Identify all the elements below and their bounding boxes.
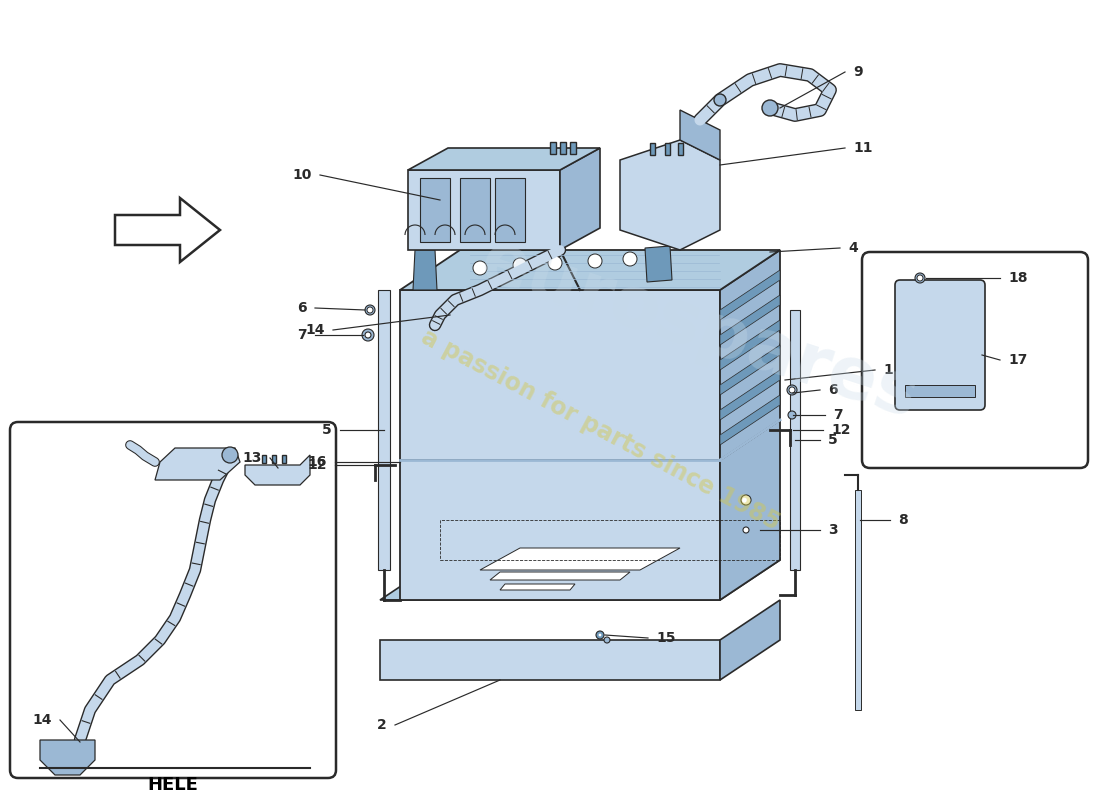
Text: 12: 12 — [308, 458, 327, 472]
Text: 18: 18 — [1008, 271, 1027, 285]
Text: 9: 9 — [852, 65, 862, 79]
Polygon shape — [855, 490, 861, 710]
Polygon shape — [720, 320, 780, 370]
Polygon shape — [379, 560, 780, 600]
Bar — [666, 143, 670, 155]
Text: 6: 6 — [828, 383, 837, 397]
Polygon shape — [500, 584, 575, 590]
Polygon shape — [378, 290, 390, 570]
Polygon shape — [560, 148, 600, 250]
Bar — [678, 143, 683, 155]
Circle shape — [786, 385, 798, 395]
Polygon shape — [720, 250, 780, 460]
Text: 7: 7 — [833, 408, 843, 422]
Text: 13: 13 — [243, 451, 262, 465]
Circle shape — [917, 275, 923, 281]
Polygon shape — [408, 148, 600, 170]
Polygon shape — [408, 170, 560, 250]
Circle shape — [473, 261, 487, 275]
Polygon shape — [720, 370, 780, 420]
Circle shape — [915, 273, 925, 283]
Polygon shape — [480, 548, 680, 570]
Text: 14: 14 — [306, 323, 324, 337]
Text: a passion for parts since 1985: a passion for parts since 1985 — [417, 325, 783, 535]
Polygon shape — [245, 455, 310, 485]
Text: 14: 14 — [33, 713, 52, 727]
Polygon shape — [460, 178, 490, 242]
Bar — [262, 455, 266, 463]
FancyBboxPatch shape — [862, 252, 1088, 468]
Polygon shape — [490, 572, 630, 580]
Bar — [272, 455, 276, 463]
Polygon shape — [720, 295, 780, 345]
Polygon shape — [720, 420, 780, 600]
Text: 3: 3 — [828, 523, 837, 537]
Polygon shape — [420, 178, 450, 242]
Circle shape — [742, 527, 749, 533]
Text: 4: 4 — [848, 241, 858, 255]
Text: 5: 5 — [322, 423, 332, 437]
Bar — [550, 142, 556, 154]
Text: 10: 10 — [293, 168, 312, 182]
Circle shape — [362, 329, 374, 341]
Polygon shape — [400, 420, 780, 460]
Text: 12: 12 — [830, 423, 850, 437]
FancyBboxPatch shape — [10, 422, 335, 778]
Circle shape — [604, 637, 611, 643]
Text: 16: 16 — [308, 455, 327, 469]
Polygon shape — [400, 250, 780, 290]
Polygon shape — [116, 198, 220, 262]
Text: HELE: HELE — [147, 776, 198, 794]
Polygon shape — [155, 448, 240, 480]
Text: 5: 5 — [828, 433, 838, 447]
Circle shape — [762, 100, 778, 116]
Bar — [650, 143, 654, 155]
FancyBboxPatch shape — [895, 280, 984, 410]
Polygon shape — [645, 246, 672, 282]
Polygon shape — [620, 140, 721, 250]
Polygon shape — [379, 640, 720, 680]
Polygon shape — [720, 270, 780, 320]
Circle shape — [789, 387, 795, 393]
Text: 8: 8 — [898, 513, 907, 527]
Bar — [560, 142, 566, 154]
Circle shape — [222, 447, 238, 463]
Bar — [570, 142, 576, 154]
Circle shape — [596, 631, 604, 639]
Circle shape — [365, 332, 371, 338]
Polygon shape — [495, 178, 525, 242]
Bar — [282, 455, 286, 463]
Bar — [905, 385, 975, 397]
Polygon shape — [790, 310, 800, 570]
Circle shape — [623, 252, 637, 266]
Polygon shape — [412, 250, 437, 290]
Circle shape — [548, 256, 562, 270]
Polygon shape — [40, 740, 95, 775]
Text: 15: 15 — [656, 631, 675, 645]
Circle shape — [788, 411, 796, 419]
Text: 6: 6 — [297, 301, 307, 315]
Polygon shape — [680, 110, 720, 160]
Circle shape — [741, 495, 751, 505]
Circle shape — [367, 307, 373, 313]
Circle shape — [598, 633, 602, 637]
Polygon shape — [720, 345, 780, 395]
Circle shape — [513, 258, 527, 272]
Polygon shape — [400, 290, 720, 460]
Text: 11: 11 — [852, 141, 872, 155]
Polygon shape — [400, 460, 720, 600]
Text: 2: 2 — [377, 718, 387, 732]
Circle shape — [588, 254, 602, 268]
Polygon shape — [720, 395, 780, 445]
Text: 7: 7 — [297, 328, 307, 342]
Text: 17: 17 — [1008, 353, 1027, 367]
Circle shape — [365, 305, 375, 315]
Text: 1: 1 — [883, 363, 893, 377]
Polygon shape — [720, 600, 780, 680]
Text: eurospares: eurospares — [472, 226, 928, 434]
Circle shape — [714, 94, 726, 106]
